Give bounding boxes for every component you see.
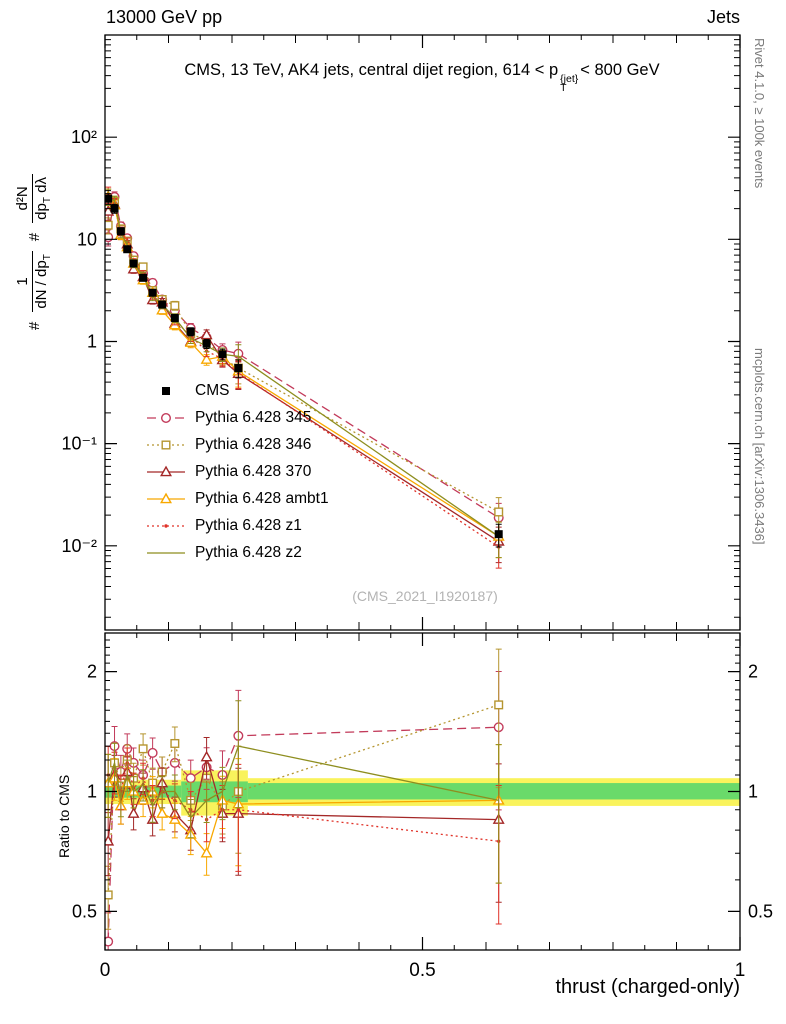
fraction-numerator: 1 — [14, 277, 31, 286]
x-axis-label: thrust (charged-only) — [555, 976, 740, 998]
legend-label: CMS — [195, 381, 230, 399]
fraction-denominator: dpT dλ — [32, 174, 54, 223]
observable-group-label: Jets — [706, 7, 740, 27]
ratio-uncertainty-bands — [105, 770, 740, 816]
legend-item: Pythia 6.428 z1 — [146, 515, 329, 536]
legend-label: Pythia 6.428 370 — [195, 462, 312, 480]
pt-superscript: {jet} — [560, 73, 579, 85]
plot-title: CMS, 13 TeV, AK4 jets, central dijet reg… — [184, 61, 659, 93]
beam-energy-label: 13000 GeV pp — [106, 7, 223, 27]
fraction-numerator: d²N — [14, 186, 31, 211]
minor-ticks — [105, 35, 740, 950]
main-y-tick-label: 10⁻² — [61, 536, 97, 556]
square-legend-marker-icon — [147, 439, 185, 449]
main-panel-series — [105, 186, 505, 569]
dot-legend-marker-icon — [147, 523, 185, 528]
ratio-y-tick-label: 0.5 — [72, 901, 97, 921]
x-tick-label: 0 — [100, 960, 111, 981]
legend-item: Pythia 6.428 ambt1 — [146, 488, 329, 509]
ratio-frame — [104, 632, 741, 951]
legend-label: Pythia 6.428 z2 — [195, 543, 302, 561]
rivet-version-note: Rivet 4.1.0, ≥ 100k events — [752, 38, 767, 189]
legend-item: CMS — [146, 380, 329, 401]
main-y-tick-label: 10 — [77, 229, 97, 249]
analysis-id-watermark: (CMS_2021_I1920187) — [352, 588, 498, 604]
main-y-axis-label: # 1 dN / dpT # d²N dpT dλ — [14, 174, 54, 330]
cms-data-points — [105, 193, 503, 548]
legend-item: Pythia 6.428 345 — [146, 407, 329, 428]
triangle-legend-marker-icon — [147, 465, 185, 476]
ratio-y-tick-label-right: 2 — [748, 662, 758, 682]
legend-item: Pythia 6.428 z2 — [146, 542, 329, 563]
pt-jet-symbol: {jet} T — [560, 73, 579, 94]
ratio-y-tick-label: 2 — [87, 662, 97, 682]
square-filled-legend-marker-icon — [162, 386, 170, 395]
ratio-y-tick-label: 1 — [87, 782, 97, 802]
ratio-panel-series — [105, 648, 505, 950]
plot-title-tail: < 800 GeV — [580, 61, 660, 79]
plot-legend: CMS Pythia 6.428 345 Pythia 6.428 346 Pythi… — [146, 380, 329, 563]
fraction-one-over-dndpt: 1 dN / dpT — [14, 251, 54, 312]
ratio-series-345 — [105, 671, 504, 950]
ratio-y-tick-label-right: 0.5 — [748, 901, 773, 921]
main-y-tick-label: 10⁻¹ — [61, 434, 97, 454]
main-frame — [104, 34, 741, 631]
ratio-series-370 — [105, 736, 505, 903]
circle-legend-marker-icon — [147, 412, 185, 423]
plot-title-text: CMS, 13 TeV, AK4 jets, central dijet reg… — [184, 61, 559, 79]
ratio-series-ambt1 — [105, 744, 505, 884]
ratio-y-tick-label-right: 1 — [748, 782, 758, 802]
pt-subscript: T — [560, 82, 567, 94]
ratio-y-axis-label: Ratio to CMS — [56, 774, 72, 858]
hash-symbol: # — [25, 232, 43, 242]
legend-item: Pythia 6.428 370 — [146, 461, 329, 482]
mcplots-citation-note: mcplots.cern.ch [arXiv:1306.3436] — [752, 348, 767, 545]
line-legend-marker-icon — [147, 551, 185, 554]
ratio-series-z2 — [105, 700, 502, 884]
x-tick-label: 1 — [735, 960, 746, 981]
band-stat-uncertainty — [247, 783, 740, 800]
legend-label: Pythia 6.428 345 — [195, 408, 312, 426]
legend-label: Pythia 6.428 346 — [195, 435, 312, 453]
triangle-legend-marker-icon — [147, 492, 185, 503]
main-y-tick-label: 10² — [71, 127, 97, 147]
fraction-denominator: dN / dpT — [32, 251, 54, 312]
legend-label: Pythia 6.428 ambt1 — [195, 489, 329, 507]
fraction-d2n: d²N dpT dλ — [14, 174, 54, 223]
legend-item: Pythia 6.428 346 — [146, 434, 329, 455]
x-tick-label: 0.5 — [409, 960, 435, 981]
legend-label: Pythia 6.428 z1 — [195, 516, 302, 534]
main-y-tick-label: 1 — [87, 331, 97, 351]
hash-symbol: # — [25, 321, 43, 330]
